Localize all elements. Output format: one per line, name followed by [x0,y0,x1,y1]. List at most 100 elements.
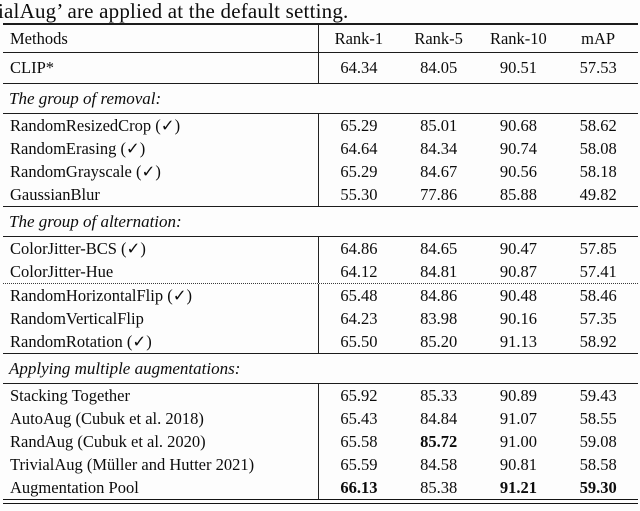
metric-value: 58.92 [579,331,617,351]
dotted-separator [3,283,638,284]
horizontal-rule [3,113,638,114]
metric-value: 85.88 [499,184,537,204]
horizontal-rule [3,52,638,53]
table-body: CLIP* 64.34 84.05 90.51 57.53 The group of re… [3,52,638,499]
horizontal-rule [3,83,638,84]
table-row: GaussianBlur 55.30 77.86 85.88 49.82 [3,183,638,206]
results-table: Methods Rank-1 Rank-5 Rank-10 mAP CLIP* 6… [3,23,638,504]
metric-value: 65.92 [318,384,399,407]
metric-value: 91.13 [499,331,537,351]
metric-value: 85.72 [420,431,458,451]
method-name: RandomErasing (✓) [10,138,146,158]
table-row: RandomGrayscale (✓) 65.29 84.67 90.56 58.18 [3,160,638,183]
col-header-map: mAP [581,28,616,48]
metric-value: 90.89 [499,385,537,405]
horizontal-rule [3,353,638,354]
metric-value: 59.43 [579,385,617,405]
metric-value: 59.08 [579,431,617,451]
table-row: RandAug (Cubuk et al. 2020) 65.58 85.72 91.… [3,430,638,453]
table-row: CLIP* 64.34 84.05 90.51 57.53 [3,53,638,83]
metric-value: 85.33 [420,385,458,405]
metric-value: 65.29 [318,114,399,137]
metric-value: 85.20 [420,331,458,351]
col-header-rank5: Rank-5 [414,28,463,48]
metric-value: 84.58 [420,454,458,474]
table-row: ColorJitter-Hue 64.12 84.81 90.87 57.41 [3,260,638,283]
metric-value: 57.41 [579,261,617,281]
metric-value: 57.35 [579,308,617,328]
method-name: GaussianBlur [10,184,100,204]
table-row: Augmentation Pool 66.13 85.38 91.21 59.30 [3,476,638,499]
table-header-row: Methods Rank-1 Rank-5 Rank-10 mAP [3,25,638,52]
metric-value: 64.64 [318,137,399,160]
metric-value: 65.59 [318,453,399,476]
metric-value: 59.30 [579,477,617,497]
metric-value: 55.30 [318,183,399,206]
method-name: ColorJitter-BCS (✓) [10,238,146,258]
table-row: Stacking Together 65.92 85.33 90.89 59.43 [3,384,638,407]
horizontal-rule [3,206,638,207]
col-header-rank1: Rank-1 [318,25,399,52]
table-row: TrivialAug (Müller and Hutter 2021) 65.59… [3,453,638,476]
metric-value: 58.55 [579,408,617,428]
metric-value: 58.58 [579,454,617,474]
metric-value: 64.12 [318,260,399,283]
caption-text: ialAug’ are applied at the default setti… [0,0,349,23]
metric-value: 64.23 [318,307,399,330]
group-label: The group of alternation: [9,211,182,231]
method-name: RandomResizedCrop (✓) [10,115,181,135]
method-name: AutoAug (Cubuk et al. 2018) [10,408,204,428]
metric-value: 64.86 [318,237,399,260]
metric-value: 84.05 [420,58,458,77]
method-name: RandomRotation (✓) [10,331,152,351]
metric-value: 65.29 [318,160,399,183]
metric-value: 66.13 [318,476,399,499]
table-row: RandomRotation (✓) 65.50 85.20 91.13 58.92 [3,330,638,353]
table-row: ColorJitter-BCS (✓) 64.86 84.65 90.47 57.85 [3,237,638,260]
table-row: RandomResizedCrop (✓) 65.29 85.01 90.68 58.6… [3,114,638,137]
metric-value: 64.34 [318,53,399,83]
method-name: Stacking Together [10,385,130,405]
bottom-rule [3,499,638,504]
metric-value: 90.81 [499,454,537,474]
metric-value: 85.38 [420,477,458,497]
metric-value: 84.81 [420,261,458,281]
metric-value: 90.87 [499,261,537,281]
metric-value: 84.86 [420,285,458,305]
metric-value: 90.51 [499,58,537,77]
metric-value: 90.68 [499,115,537,135]
method-name: Augmentation Pool [10,477,139,497]
metric-value: 90.56 [499,161,537,181]
metric-value: 90.74 [499,138,537,158]
metric-value: 58.18 [579,161,617,181]
metric-value: 58.62 [579,115,617,135]
horizontal-rule [3,383,638,384]
metric-value: 77.86 [420,184,458,204]
metric-value: 65.48 [318,284,399,307]
metric-value: 90.16 [499,308,537,328]
horizontal-rule [3,236,638,237]
metric-value: 83.98 [420,308,458,328]
method-name: ColorJitter-Hue [10,261,114,281]
metric-value: 65.58 [318,430,399,453]
method-name: RandomGrayscale (✓) [10,161,161,181]
metric-value: 90.47 [499,238,537,258]
metric-value: 58.46 [579,285,617,305]
metric-value: 85.01 [420,115,458,135]
metric-value: 84.65 [420,238,458,258]
group-label: The group of removal: [9,88,162,108]
metric-value: 84.67 [420,161,458,181]
metric-value: 91.00 [499,431,537,451]
table-row: RandomVerticalFlip 64.23 83.98 90.16 57.35 [3,307,638,330]
metric-value: 49.82 [579,184,617,204]
method-name: RandAug (Cubuk et al. 2020) [10,431,206,451]
col-header-methods: Methods [10,28,68,48]
metric-value: 91.07 [499,408,537,428]
table-row: AutoAug (Cubuk et al. 2018) 65.43 84.84 91.… [3,407,638,430]
table-row: RandomHorizontalFlip (✓) 65.48 84.86 90.48 5… [3,284,638,307]
metric-value: 84.34 [420,138,458,158]
metric-value: 57.53 [579,58,617,77]
method-name: RandomVerticalFlip [10,308,144,328]
col-header-rank10: Rank-10 [489,28,547,48]
